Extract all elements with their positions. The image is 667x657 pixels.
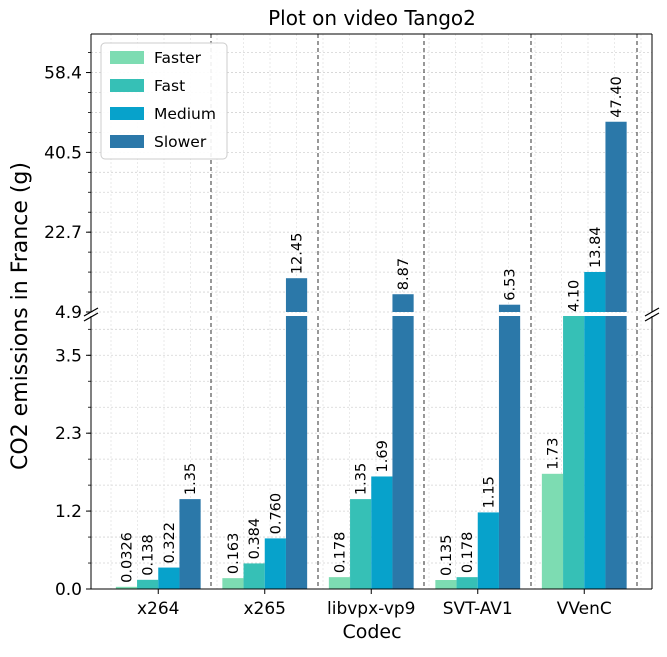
- bar-faster-VVenC: [541, 473, 564, 589]
- legend-label: Medium: [154, 105, 216, 123]
- bar-faster-libvpx-vp9: [328, 577, 351, 589]
- bar-value-label: 8.87: [396, 258, 412, 290]
- y-tick-label: 1.2: [55, 502, 82, 522]
- bar-value-label: 1.35: [354, 463, 370, 495]
- x-tick-label: VVenC: [557, 599, 612, 619]
- legend-label: Fast: [154, 77, 185, 95]
- bar-value-label: 4.10: [567, 280, 583, 312]
- x-tick-label: SVT-AV1: [443, 599, 513, 619]
- bar-value-label: 0.138: [141, 534, 157, 576]
- x-axis-label: Codec: [342, 621, 401, 643]
- axis-break-mark: [644, 307, 660, 317]
- y-tick-label: 0.0: [55, 580, 82, 600]
- bar-slower-VVenC: [605, 316, 627, 589]
- ticks: 0.0 1.2 2.3 3.5 4.9 22.7 40.5 58.4 x264 x265 libvp…: [44, 52, 612, 619]
- legend-box: [100, 42, 228, 160]
- y-axis-label: CO2 emissions in France (g): [8, 162, 33, 470]
- bar-value-label: 0.163: [226, 533, 242, 575]
- bar-fast-x265: [243, 563, 265, 589]
- bar-fast-VVenC: [563, 316, 585, 589]
- bar-value-label: 0.178: [460, 532, 476, 574]
- legend: Faster Fast Medium Slower: [100, 42, 228, 160]
- bar-medium-VVenC: [584, 316, 606, 589]
- legend-label: Faster: [154, 49, 202, 67]
- bar-value-label: 1.35: [183, 463, 199, 495]
- bar-value-label: 1.73: [545, 438, 561, 470]
- x-tick-label: x265: [243, 599, 286, 619]
- legend-label: Slower: [154, 133, 207, 151]
- axis-break-mark: [644, 312, 660, 322]
- y-tick-label: 4.9: [55, 303, 82, 323]
- bar-value-label: 6.53: [503, 268, 519, 300]
- legend-swatch: [110, 79, 144, 92]
- bar-fast-x264: [137, 579, 159, 589]
- bar-faster-x265: [222, 578, 244, 589]
- bar-upper-slower-VVenC: [605, 121, 627, 313]
- bar-upper-slower-libvpx-vp9: [392, 294, 414, 312]
- y-tick-label: 3.5: [55, 346, 82, 366]
- y-tick-label: 2.3: [55, 424, 82, 444]
- bar-value-label: 0.760: [268, 493, 284, 535]
- bar-faster-SVT-AV1: [435, 580, 457, 589]
- bar-value-label: 0.135: [439, 534, 455, 576]
- bar-value-label: 13.84: [588, 226, 604, 268]
- bar-upper-medium-VVenC: [584, 271, 606, 312]
- bar-value-label: 0.384: [247, 518, 263, 560]
- y-tick-label: 22.7: [44, 223, 82, 243]
- bar-value-label: 47.40: [609, 76, 625, 118]
- y-tick-label: 58.4: [44, 64, 82, 84]
- bar-medium-libvpx-vp9: [371, 476, 393, 589]
- bar-medium-x264: [158, 567, 180, 589]
- bar-slower-x265: [285, 316, 308, 589]
- bar-value-label: 1.69: [375, 440, 391, 472]
- bar-medium-x265: [264, 538, 286, 589]
- y-tick-label: 40.5: [44, 143, 82, 163]
- legend-swatch: [110, 51, 144, 64]
- bar-upper-slower-SVT-AV1: [498, 304, 521, 312]
- bar-value-label: 0.178: [332, 532, 348, 574]
- bar-faster-x264: [115, 586, 138, 589]
- bar-value-labels: 0.0326 0.163 0.178 0.135 1.73 0.138 0.384 1.35 0…: [119, 76, 625, 583]
- legend-swatch: [110, 135, 144, 148]
- bars: [115, 121, 627, 589]
- axis-break-mark: [83, 312, 99, 322]
- bar-fast-libvpx-vp9: [350, 499, 372, 589]
- legend-swatch: [110, 107, 144, 120]
- axes-frame: [83, 33, 660, 590]
- bar-slower-libvpx-vp9: [392, 316, 414, 589]
- bar-value-label: 12.45: [290, 233, 306, 275]
- bar-slower-x264: [179, 499, 201, 589]
- bar-upper-slower-x265: [285, 278, 308, 312]
- bar-value-label: 1.15: [481, 476, 497, 508]
- bar-value-label: 0.322: [162, 522, 178, 564]
- bar-medium-SVT-AV1: [477, 512, 499, 589]
- x-tick-label: x264: [137, 599, 180, 619]
- chart-title: Plot on video Tango2: [268, 6, 476, 30]
- bar-value-label: 0.0326: [119, 532, 135, 583]
- x-tick-label: libvpx-vp9: [327, 599, 416, 619]
- bar-slower-SVT-AV1: [498, 316, 521, 589]
- bar-fast-SVT-AV1: [456, 577, 478, 589]
